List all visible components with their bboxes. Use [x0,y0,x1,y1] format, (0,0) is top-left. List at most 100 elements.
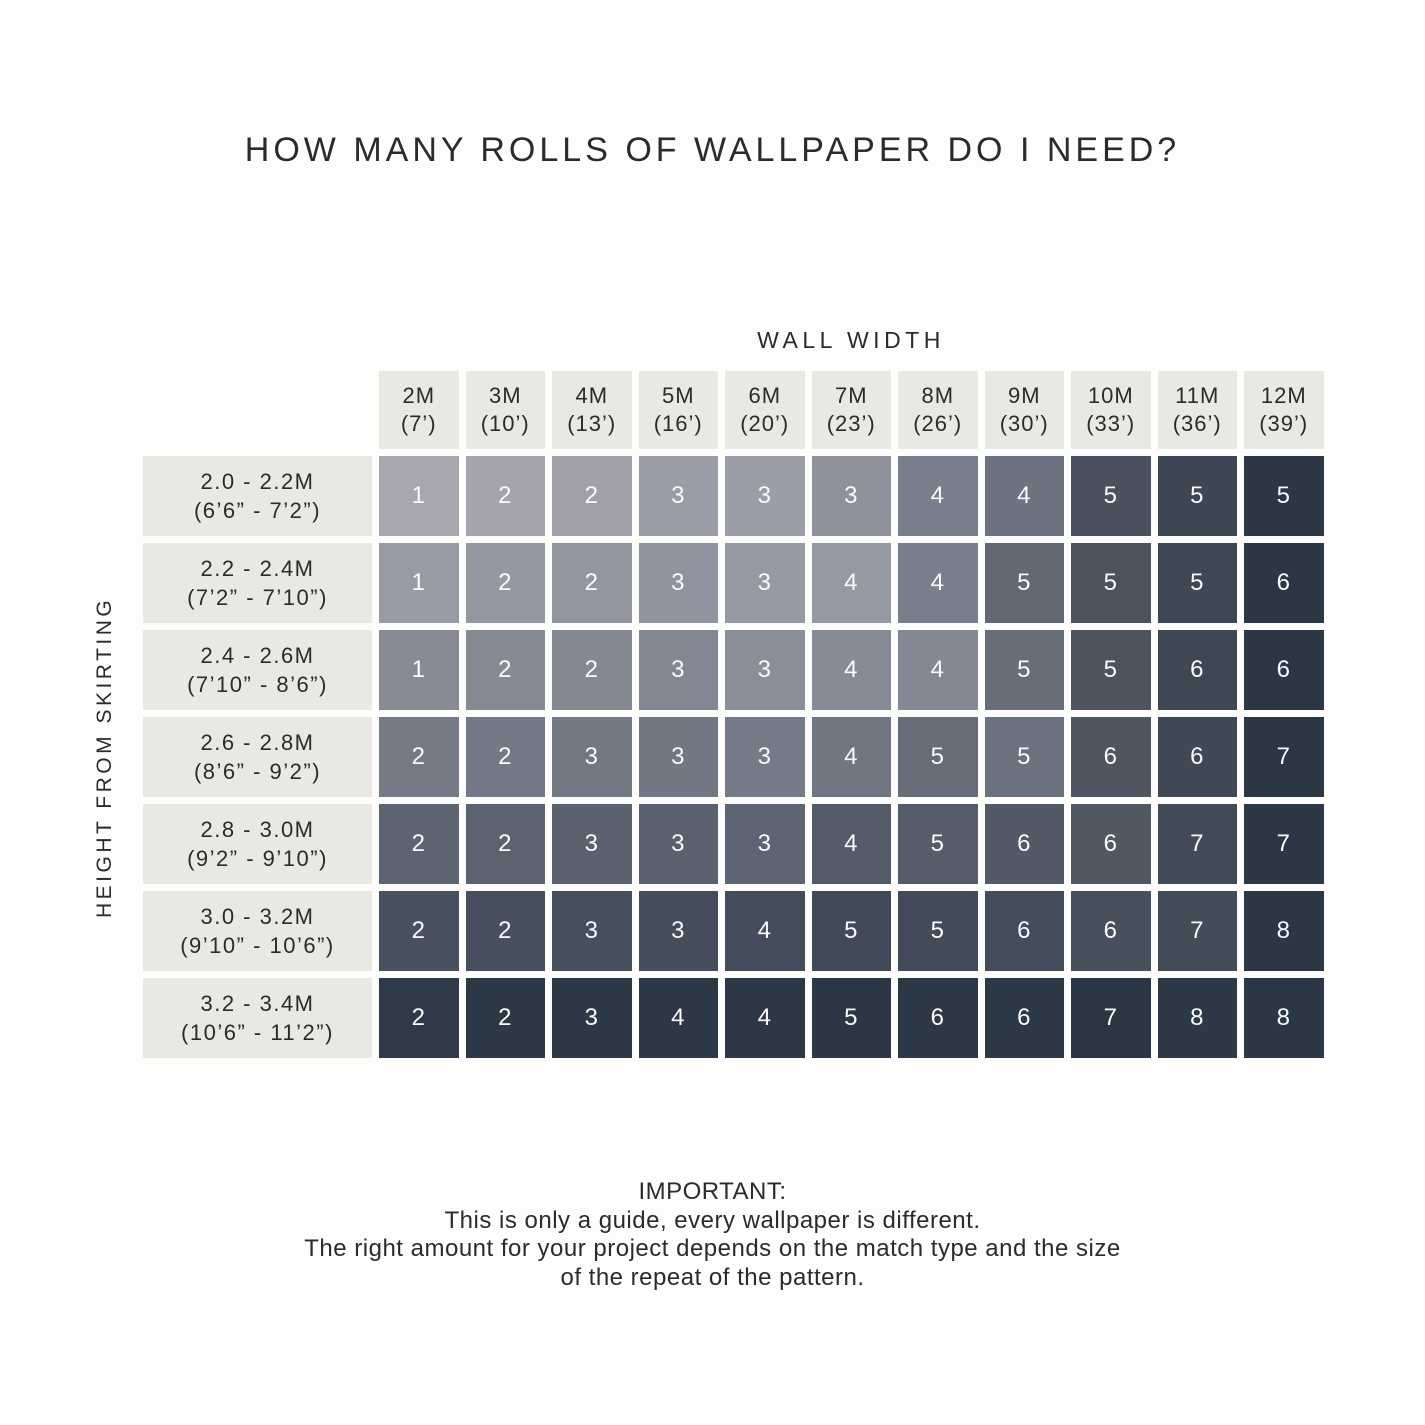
footer-line: The right amount for your project depend… [304,1235,1121,1262]
roll-count-cell: 1 [379,543,459,623]
column-imperial-label: (36’) [1172,411,1222,436]
roll-count-cell: 2 [552,456,632,536]
footer-note: IMPORTANT: This is only a guide, every w… [0,1178,1425,1292]
roll-count-cell: 3 [552,717,632,797]
column-header: 6M (20’) [725,371,805,449]
row-imperial-label: (7’10” - 8’6”) [187,672,328,697]
roll-count-cell: 7 [1157,891,1237,971]
row-imperial-label: (9’10” - 10’6”) [180,933,335,958]
roll-count-cell: 3 [638,891,718,971]
row-metric-label: 2.6 - 2.8M [200,730,315,755]
column-imperial-label: (39’) [1259,411,1309,436]
roll-count-cell: 4 [811,717,891,797]
column-metric-label: 9M [1007,383,1041,408]
roll-count-cell: 3 [811,456,891,536]
roll-count-cell: 2 [465,717,545,797]
footer-line: This is only a guide, every wallpaper is… [444,1206,981,1234]
column-header: 9M (30’) [984,371,1064,449]
roll-count-cell: 4 [811,543,891,623]
column-metric-label: 5M [661,383,695,408]
roll-count-cell: 2 [552,630,632,710]
roll-count-cell: 6 [1071,717,1151,797]
roll-count-cell: 7 [1244,717,1324,797]
roll-count-cell: 3 [638,456,718,536]
roll-count-cell: 5 [1157,456,1237,536]
column-header: 5M (16’) [638,371,718,449]
roll-count-cell: 6 [984,891,1064,971]
row-metric-label: 2.2 - 2.4M [200,556,315,581]
roll-count-cell: 6 [1071,804,1151,884]
height-from-skirting-axis-label: HEIGHT FROM SKIRTING [93,596,116,918]
row-metric-label: 3.2 - 3.4M [200,991,315,1016]
roll-count-cell: 5 [1071,543,1151,623]
column-imperial-label: (7’) [400,411,437,436]
roll-count-cell: 2 [465,891,545,971]
roll-count-cell: 5 [898,804,978,884]
row-header: 2.6 - 2.8M (8’6” - 9’2”) [143,717,372,797]
roll-count-cell: 6 [1244,630,1324,710]
roll-count-cell: 5 [1157,543,1237,623]
roll-count-cell: 6 [984,804,1064,884]
column-metric-label: 2M [402,383,436,408]
roll-count-cell: 7 [1244,804,1324,884]
roll-count-cell: 4 [638,978,718,1058]
column-imperial-label: (26’) [913,411,963,436]
roll-count-cell: 5 [811,891,891,971]
roll-count-cell: 3 [638,717,718,797]
row-imperial-label: (8’6” - 9’2”) [193,759,322,784]
column-header: 2M (7’) [379,371,459,449]
roll-count-cell: 4 [725,891,805,971]
row-metric-label: 2.8 - 3.0M [200,817,315,842]
column-imperial-label: (16’) [653,411,703,436]
column-header: 7M (23’) [811,371,891,449]
roll-count-cell: 4 [898,630,978,710]
row-metric-label: 2.4 - 2.6M [200,643,315,668]
roll-count-cell: 3 [725,630,805,710]
column-metric-label: 12M [1260,383,1307,408]
roll-count-cell: 2 [465,456,545,536]
roll-count-cell: 2 [379,717,459,797]
row-imperial-label: (6’6” - 7’2”) [193,498,322,523]
column-header: 3M (10’) [465,371,545,449]
roll-count-cell: 1 [379,630,459,710]
row-imperial-label: (10’6” - 11’2”) [181,1020,334,1045]
column-metric-label: 6M [748,383,782,408]
column-imperial-label: (13’) [567,411,617,436]
roll-count-cell: 6 [1071,891,1151,971]
roll-count-cell: 3 [638,804,718,884]
roll-count-cell: 2 [465,978,545,1058]
roll-count-cell: 3 [638,630,718,710]
roll-count-cell: 6 [898,978,978,1058]
roll-count-cell: 5 [811,978,891,1058]
row-imperial-label: (7’2” - 7’10”) [187,585,328,610]
footer-line: of the repeat of the pattern. [560,1263,865,1291]
column-imperial-label: (23’) [826,411,876,436]
roll-count-cell: 4 [811,630,891,710]
column-metric-label: 10M [1087,383,1134,408]
column-metric-label: 11M [1175,383,1220,408]
row-header: 3.2 - 3.4M (10’6” - 11’2”) [143,978,372,1058]
roll-count-cell: 2 [379,891,459,971]
column-metric-label: 7M [834,383,868,408]
roll-count-cell: 6 [984,978,1064,1058]
roll-count-cell: 3 [552,978,632,1058]
roll-count-cell: 8 [1157,978,1237,1058]
roll-count-cell: 4 [898,456,978,536]
column-header: 4M (13’) [552,371,632,449]
column-imperial-label: (30’) [999,411,1049,436]
row-header: 2.8 - 3.0M (9’2” - 9’10”) [143,804,372,884]
roll-count-cell: 1 [379,456,459,536]
roll-count-cell: 2 [465,543,545,623]
rolls-table: 2M (7’) 3M (10’) 4M (13’) 5M (16’) 6M (20’) 7M (23’… [143,371,1324,1058]
roll-count-cell: 7 [1071,978,1151,1058]
row-header: 3.0 - 3.2M (9’10” - 10’6”) [143,891,372,971]
column-header: 11M (36’) [1157,371,1237,449]
row-header: 2.0 - 2.2M (6’6” - 7’2”) [143,456,372,536]
column-metric-label: 8M [921,383,955,408]
row-metric-label: 2.0 - 2.2M [200,469,315,494]
row-header: 2.2 - 2.4M (7’2” - 7’10”) [143,543,372,623]
roll-count-cell: 3 [725,456,805,536]
roll-count-cell: 5 [898,891,978,971]
roll-count-cell: 8 [1244,891,1324,971]
